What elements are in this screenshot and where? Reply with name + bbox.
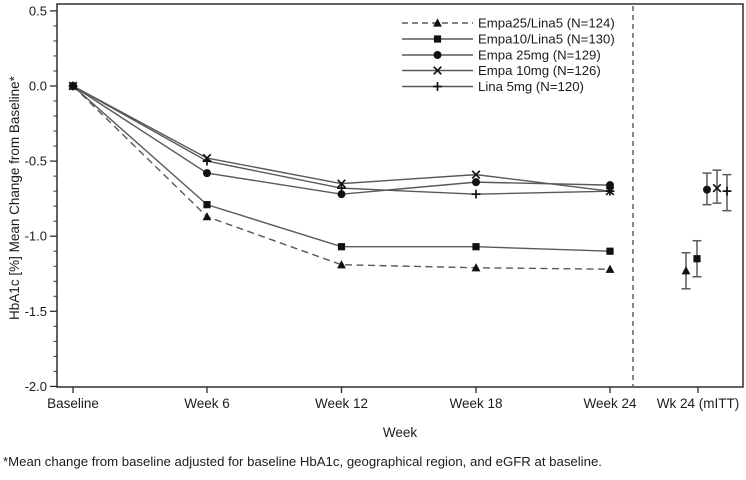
series-line-square <box>72 85 611 252</box>
x-marker <box>433 66 442 75</box>
triangle-marker <box>681 266 691 275</box>
plot-frame <box>56 3 744 388</box>
y-tick-label: -1.5 <box>25 304 47 319</box>
circle-marker <box>203 169 211 178</box>
x-marker <box>712 183 722 193</box>
chart-footnote: *Mean change from baseline adjusted for … <box>3 454 602 469</box>
series-line-circle <box>72 85 611 195</box>
y-tick-label: 0.5 <box>29 3 47 18</box>
y-tick-label: -1.0 <box>25 229 47 244</box>
x-tick-label: Week 6 <box>184 396 230 411</box>
x-tick-label: Week 18 <box>449 396 502 411</box>
triangle-marker <box>605 264 615 273</box>
x-marker <box>471 170 481 180</box>
y-tick-label: -2.0 <box>25 379 47 394</box>
y-axis-title: HbA1c [%] Mean Change from Baseline* <box>7 76 22 320</box>
circle-marker <box>703 185 711 194</box>
series-line-triangle <box>72 85 611 270</box>
square-marker <box>693 255 701 263</box>
y-tick-label: 0.0 <box>29 79 47 94</box>
square-marker <box>337 243 346 251</box>
circle-marker <box>337 190 346 199</box>
triangle-marker <box>337 260 346 269</box>
series-line-plus <box>72 85 611 195</box>
legend-item-label: Empa10/Lina5 (N=130) <box>478 32 615 47</box>
legend-item-label: Empa 10mg (N=126) <box>478 63 601 78</box>
circle-marker <box>472 178 480 187</box>
triangle-marker <box>202 212 212 221</box>
triangle-marker <box>471 263 481 272</box>
circle-marker <box>606 181 614 190</box>
circle-marker <box>433 51 442 59</box>
square-marker <box>606 247 614 255</box>
square-marker <box>433 35 442 43</box>
square-marker <box>472 243 480 251</box>
legend-item-label: Empa25/Lina5 (N=124) <box>478 16 615 31</box>
x-tick-label: Week 24 <box>583 396 637 411</box>
x-axis-title: Week <box>382 425 418 440</box>
triangle-marker <box>433 18 442 27</box>
square-marker <box>203 201 211 209</box>
y-tick-label: -0.5 <box>25 154 47 169</box>
x-marker <box>337 179 346 189</box>
x-tick-label: Baseline <box>47 396 99 411</box>
legend-item-label: Lina 5mg (N=120) <box>478 79 584 94</box>
legend-item-label: Empa 25mg (N=129) <box>478 48 601 63</box>
x-tick-label: Week 12 <box>315 396 368 411</box>
x-tick-label-mitt: Wk 24 (mITT) <box>657 396 740 411</box>
